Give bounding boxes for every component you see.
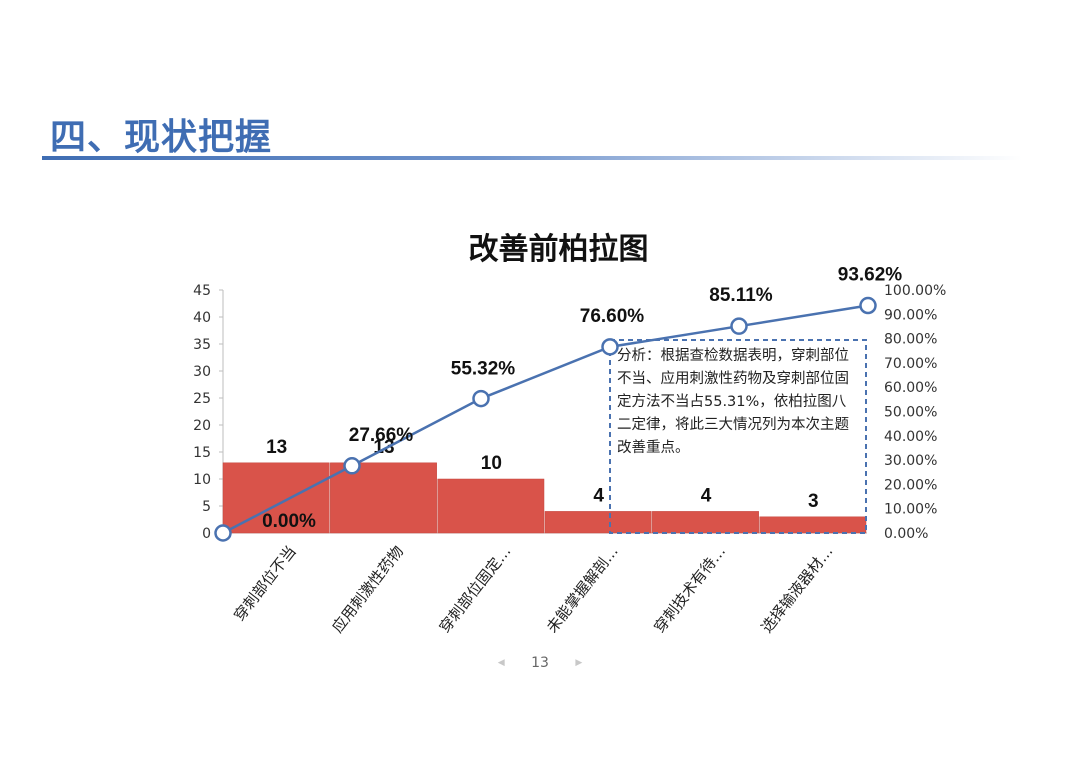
cumulative-point [343,457,361,475]
cumulative-percent-label: 85.11% [709,285,772,306]
category-label: 选择输液器材… [758,542,837,636]
slide-heading: 四、现状把握 [50,117,273,158]
category-label: 穿刺技术有待… [650,542,729,636]
cumulative-percent-label: 55.32% [451,359,516,380]
right-axis-tick-label: 60.00% [884,380,937,396]
bar [652,511,759,534]
right-axis-tick-label: 70.00% [884,356,937,372]
chart-title: 改善前柏拉图 [468,232,649,267]
left-axis-tick-label: 30 [193,364,211,380]
left-axis-tick-label: 0 [202,526,211,542]
left-axis-tick-label: 40 [193,310,211,326]
bar [222,462,330,534]
right-axis-tick-label: 20.00% [884,477,937,493]
left-axis-tick-label: 15 [193,445,211,461]
bar [330,462,437,534]
cumulative-point [472,389,490,408]
left-axis-tick-label: 20 [193,418,211,434]
left-axis-tick-label: 5 [202,499,211,515]
cumulative-percent-label: 0.00% [262,511,316,532]
bar-value-label: 13 [266,437,287,458]
cumulative-percent-label: 93.62% [838,265,903,286]
next-page-arrow-icon[interactable]: ▶ [575,658,583,668]
left-axis-tick-label: 35 [193,337,211,353]
bar-value-label: 4 [593,485,604,506]
right-axis-tick-label: 100.00% [884,283,946,299]
pager: ◀ 13 ▶ [0,655,1080,671]
cumulative-percent-label: 27.66% [349,425,414,446]
category-label: 应用刺激性药物 [328,542,407,636]
bar-value-label: 4 [701,485,712,506]
heading-underline [42,156,1022,160]
category-label: 穿刺部位不当 [230,542,300,624]
annotation-dashed-box [609,339,867,534]
category-label: 未能掌握解剖… [543,542,622,636]
cumulative-point [730,317,748,335]
bar [437,478,545,534]
left-axis-tick-label: 10 [193,472,211,488]
bar [544,511,652,534]
right-axis-tick-label: 30.00% [884,453,937,469]
category-label: 穿刺部位固定… [436,542,515,636]
right-axis-tick-label: 90.00% [884,307,937,323]
right-axis-tick-label: 0.00% [884,526,928,542]
cumulative-point [859,296,877,315]
left-axis-tick-label: 45 [193,283,211,299]
cumulative-line [222,304,869,535]
right-axis-tick-label: 10.00% [884,502,937,518]
cumulative-point [214,524,232,542]
analysis-annotation: 分析：根据查检数据表明，穿刺部位不当、应用刺激性药物及穿刺部位固定方法不当占55… [617,348,849,456]
prev-page-arrow-icon[interactable]: ◀ [497,658,505,668]
right-axis-tick-label: 40.00% [884,429,937,445]
cumulative-percent-label: 76.60% [580,306,645,327]
right-axis-tick-label: 80.00% [884,332,937,348]
bar-value-label: 3 [808,491,819,512]
right-axis-tick-label: 50.00% [884,405,937,421]
cumulative-point [601,338,619,356]
page-number: 13 [531,655,549,671]
left-axis-tick-label: 25 [193,391,211,407]
bar-value-label: 10 [481,453,502,474]
bar [759,516,867,534]
